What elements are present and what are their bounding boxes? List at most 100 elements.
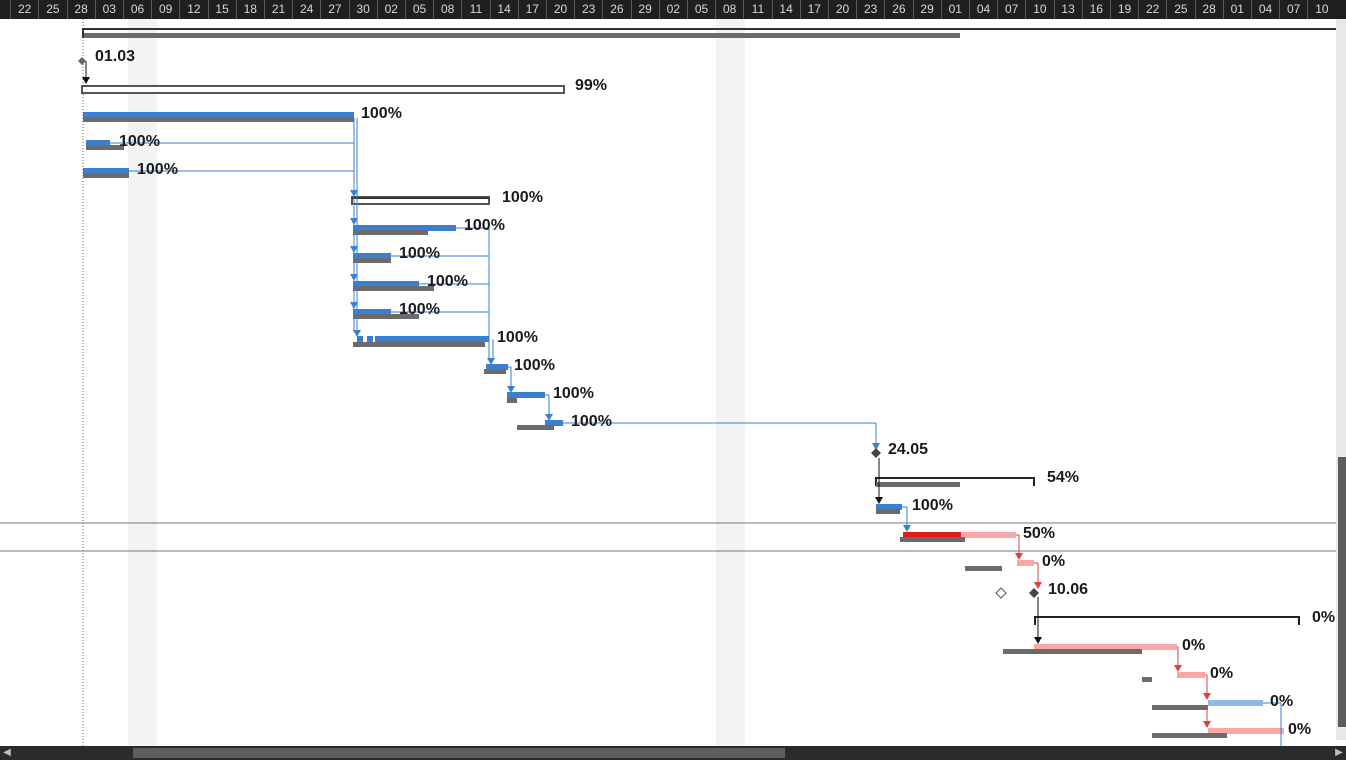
bar-label: 100% xyxy=(361,105,402,122)
timescale-tick: 23 xyxy=(574,0,602,19)
gantt-chart-area[interactable]: 01.03 99% 100% 100% 100% 100% 100% 100% 100% 100%… xyxy=(0,19,1346,746)
project-summary-baseline xyxy=(82,33,960,38)
summary-bar-cap xyxy=(1298,616,1300,625)
timescale-tick: 25 xyxy=(38,0,66,19)
task-bar xyxy=(367,336,373,342)
task-bar xyxy=(353,314,419,319)
task-bar xyxy=(1034,644,1177,650)
bar-label: 99% xyxy=(575,77,608,94)
summary-bar-cap xyxy=(1033,477,1035,486)
link-arrow-icon xyxy=(350,302,358,309)
task-bar xyxy=(1152,733,1227,738)
bar-label: 01.03 xyxy=(95,48,136,65)
task-bar xyxy=(507,392,545,398)
bar-label: 100% xyxy=(502,189,543,206)
timescale-tick: 04 xyxy=(969,0,997,19)
vertical-scrollbar[interactable] xyxy=(1336,19,1346,746)
task-bar xyxy=(545,420,563,426)
link-arrow-icon xyxy=(507,386,515,393)
timescale-tick: 20 xyxy=(828,0,856,19)
timescale-tick: 19 xyxy=(1110,0,1138,19)
link-arrow-icon xyxy=(1034,582,1042,589)
link-arrow-icon xyxy=(1174,665,1182,672)
summary-bar xyxy=(81,85,565,94)
link-arrow-icon xyxy=(350,218,358,225)
timescale-tick: 18 xyxy=(235,0,264,19)
timescale-tick: 07 xyxy=(1279,0,1307,19)
timescale-tick: 28 xyxy=(66,0,95,19)
timescale-tick: 28 xyxy=(1194,0,1223,19)
task-bar xyxy=(353,258,391,263)
task-bar xyxy=(353,230,428,235)
bar-label: 54% xyxy=(1047,469,1080,486)
timescale-tick: 03 xyxy=(94,0,123,19)
timescale-tick: 01 xyxy=(940,0,969,19)
bar-label: 0% xyxy=(1312,609,1336,626)
link-arrow-icon xyxy=(1203,721,1211,728)
horizontal-scrollbar-thumb[interactable] xyxy=(133,748,785,758)
bar-label: 0% xyxy=(1288,721,1312,738)
timescale-tick: 05 xyxy=(687,0,715,19)
timescale-tick: 22 xyxy=(1138,0,1166,19)
link-arrow-icon xyxy=(903,525,911,532)
task-bar xyxy=(507,398,517,403)
task-bar xyxy=(83,173,129,178)
task-bar xyxy=(353,309,391,315)
scroll-right-icon[interactable]: ▶ xyxy=(1335,747,1343,758)
timescale-tick: 08 xyxy=(715,0,743,19)
task-bar xyxy=(1017,560,1034,566)
gantt-canvas xyxy=(0,19,1336,746)
summary-bar-cap xyxy=(875,477,877,486)
horizontal-scrollbar[interactable]: ◀ ▶ xyxy=(0,746,1346,760)
task-bar xyxy=(1208,728,1284,734)
link-arrow-icon xyxy=(1034,637,1042,644)
bar-label: 24.05 xyxy=(888,441,929,458)
timescale-tick: 02 xyxy=(376,0,405,19)
link-arrow-icon xyxy=(1015,553,1023,560)
task-bar xyxy=(353,342,485,347)
timescale-tick: 04 xyxy=(1251,0,1279,19)
timescale-tick: 07 xyxy=(997,0,1025,19)
bar-label: 100% xyxy=(464,217,505,234)
timescale-tick: 11 xyxy=(461,0,489,19)
timescale-tick: 22 xyxy=(10,0,38,19)
milestone-outline-icon xyxy=(995,587,1007,599)
task-bar xyxy=(965,566,1002,571)
task-bar xyxy=(961,532,1016,538)
timescale-tick: 17 xyxy=(799,0,828,19)
link-arrow-icon xyxy=(82,77,90,84)
scroll-left-icon[interactable]: ◀ xyxy=(3,747,11,758)
timescale-tick: 09 xyxy=(151,0,179,19)
vertical-scrollbar-thumb[interactable] xyxy=(1338,457,1346,727)
timescale-header: 9222528030609121518212427300205081114172… xyxy=(0,0,1346,19)
timescale-tick: 20 xyxy=(546,0,574,19)
timescale-tick: 9 xyxy=(0,0,10,19)
bar-label: 100% xyxy=(912,497,953,514)
task-bar xyxy=(353,225,456,231)
timescale-tick: 21 xyxy=(264,0,292,19)
bar-label: 100% xyxy=(399,301,440,318)
timescale-tick: 13 xyxy=(1053,0,1082,19)
task-bar xyxy=(484,369,506,374)
timescale-tick: 25 xyxy=(1166,0,1194,19)
timescale-tick: 01 xyxy=(1222,0,1251,19)
timescale-tick: 27 xyxy=(320,0,348,19)
timescale-tick: 24 xyxy=(292,0,320,19)
bar-label: 0% xyxy=(1042,553,1066,570)
link-arrow-icon xyxy=(1203,693,1211,700)
task-bar xyxy=(903,532,961,538)
bar-label: 100% xyxy=(427,273,468,290)
timescale-tick: 17 xyxy=(517,0,546,19)
task-bar xyxy=(375,336,489,342)
summary-bar-top xyxy=(875,477,1035,479)
timescale-tick: 02 xyxy=(658,0,687,19)
timescale-tick: 15 xyxy=(207,0,236,19)
task-bar xyxy=(1142,677,1152,682)
bar-label: 100% xyxy=(571,413,612,430)
timescale-tick: 30 xyxy=(348,0,377,19)
timescale-tick: 08 xyxy=(433,0,461,19)
task-bar xyxy=(83,117,354,122)
link-arrow-icon xyxy=(545,414,553,421)
timescale-tick: 26 xyxy=(602,0,630,19)
summary-bar-top xyxy=(352,197,489,199)
